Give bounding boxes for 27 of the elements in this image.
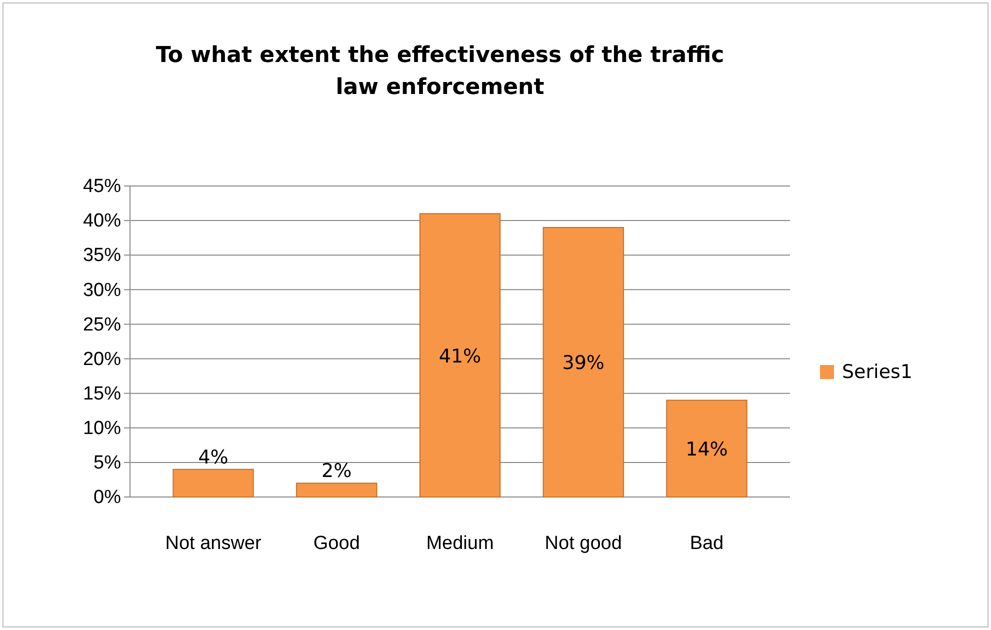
y-tick-label: 0%: [94, 487, 122, 508]
data-label: 14%: [686, 438, 728, 461]
data-label: 2%: [322, 460, 352, 482]
y-tick-label: 10%: [82, 418, 122, 439]
data-label: 4%: [198, 446, 228, 468]
y-tick-label: 25%: [82, 314, 122, 336]
x-tick-label: Not answer: [165, 533, 262, 554]
bar: [296, 482, 378, 498]
bar: [419, 213, 501, 498]
x-tick-label: Good: [313, 533, 360, 554]
x-tick-label: Medium: [426, 533, 494, 554]
bar: [172, 468, 254, 498]
data-label: 41%: [438, 345, 482, 368]
bar: [542, 226, 624, 498]
x-tick-label: Bad: [690, 533, 724, 554]
y-tick-label: 15%: [82, 383, 122, 404]
y-tick-label: 5%: [94, 452, 122, 474]
y-tick-label: 35%: [82, 245, 122, 266]
bar: [666, 400, 748, 498]
y-tick-label: 45%: [82, 176, 122, 198]
y-tick-label: 30%: [82, 280, 122, 301]
x-tick-label: Not good: [544, 533, 622, 554]
legend-label: Series1: [842, 361, 913, 383]
chart-title: To what extent the effectiveness of the traffic law enforcement: [156, 43, 724, 100]
y-tick-label: 40%: [82, 210, 122, 232]
data-label: 39%: [562, 352, 604, 374]
y-tick-label: 20%: [82, 348, 122, 370]
